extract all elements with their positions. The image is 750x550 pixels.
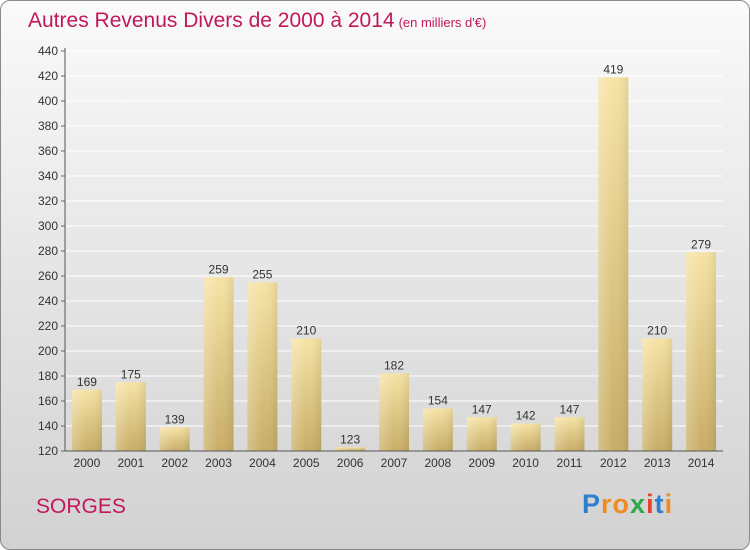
chart-title: Autres Revenus Divers de 2000 à 2014 (en … bbox=[28, 9, 486, 33]
logo-letter: o bbox=[612, 489, 631, 519]
logo-letter: i bbox=[664, 489, 674, 519]
y-tick-label: 200 bbox=[38, 344, 58, 358]
x-tick-label: 2013 bbox=[644, 456, 671, 470]
x-tick-label: 2000 bbox=[74, 456, 101, 470]
bar-shade bbox=[247, 282, 278, 451]
y-tick-label: 120 bbox=[38, 444, 58, 458]
data-label: 139 bbox=[165, 412, 185, 426]
logo-letter: i bbox=[646, 489, 655, 519]
y-tick-label: 140 bbox=[38, 419, 58, 433]
y-tick-label: 160 bbox=[38, 394, 58, 408]
y-tick-label: 380 bbox=[38, 119, 58, 133]
x-tick-label: 2006 bbox=[337, 456, 364, 470]
y-tick-label: 180 bbox=[38, 369, 58, 383]
data-label: 147 bbox=[559, 402, 579, 416]
data-label: 142 bbox=[516, 409, 536, 423]
bar-shade bbox=[554, 417, 585, 451]
y-tick-label: 240 bbox=[38, 294, 58, 308]
x-tick-label: 2003 bbox=[205, 456, 232, 470]
bar-shade bbox=[203, 277, 234, 451]
data-label: 169 bbox=[77, 375, 97, 389]
data-label: 210 bbox=[296, 324, 316, 338]
y-tick-label: 300 bbox=[38, 219, 58, 233]
x-tick-label: 2008 bbox=[425, 456, 452, 470]
chart-subtitle: (en milliers d'€) bbox=[398, 15, 487, 30]
logo-letter: P bbox=[582, 489, 602, 519]
data-label: 182 bbox=[384, 359, 404, 373]
chart-title-text: Autres Revenus Divers de 2000 à 2014 bbox=[28, 9, 395, 32]
data-label: 147 bbox=[472, 402, 492, 416]
proxiti-logo: Proxiti bbox=[582, 489, 673, 520]
y-tick-label: 400 bbox=[38, 94, 58, 108]
bar-shade bbox=[335, 447, 366, 451]
x-tick-label: 2002 bbox=[161, 456, 188, 470]
data-label: 419 bbox=[603, 62, 623, 76]
bar-shade bbox=[291, 338, 322, 451]
x-tick-label: 2001 bbox=[117, 456, 144, 470]
data-label: 259 bbox=[209, 262, 229, 276]
bar-shade bbox=[466, 417, 497, 451]
bars: 169 175 139 259 255 210 123 182 154 147 142 147 419 2… bbox=[71, 62, 717, 451]
x-tick-label: 2010 bbox=[512, 456, 539, 470]
data-label: 255 bbox=[252, 267, 272, 281]
bar-shade bbox=[686, 252, 717, 451]
data-label: 123 bbox=[340, 432, 360, 446]
bar-shade bbox=[642, 338, 673, 451]
x-tick-label: 2009 bbox=[468, 456, 495, 470]
y-tick-label: 320 bbox=[38, 194, 58, 208]
x-tick-label: 2014 bbox=[688, 456, 715, 470]
y-tick-label: 420 bbox=[38, 69, 58, 83]
y-tick-label: 340 bbox=[38, 169, 58, 183]
logo-letter: r bbox=[601, 489, 613, 519]
bar-shade bbox=[510, 423, 541, 451]
logo-letter: x bbox=[630, 489, 647, 519]
bar-shade bbox=[159, 427, 190, 451]
y-tick-label: 360 bbox=[38, 144, 58, 158]
x-tick-label: 2007 bbox=[381, 456, 408, 470]
commune-name: SORGES bbox=[36, 495, 126, 518]
bar-shade bbox=[598, 77, 629, 451]
data-label: 175 bbox=[121, 367, 141, 381]
axes: 120 140 160 180 200 220 240 260 280 300 320 340 360 3… bbox=[38, 44, 723, 470]
bar-shade bbox=[379, 373, 409, 451]
x-tick-label: 2005 bbox=[293, 456, 320, 470]
bar-shade bbox=[71, 389, 102, 451]
data-label: 154 bbox=[428, 394, 448, 408]
bar-shade bbox=[422, 408, 453, 451]
y-tick-label: 280 bbox=[38, 244, 58, 258]
logo-letter: t bbox=[654, 489, 665, 519]
y-tick-label: 220 bbox=[38, 319, 58, 333]
x-tick-label: 2004 bbox=[249, 456, 276, 470]
y-tick-label: 260 bbox=[38, 269, 58, 283]
y-tick-label: 440 bbox=[38, 44, 58, 58]
data-label: 210 bbox=[647, 324, 667, 338]
bar-shade bbox=[115, 382, 146, 451]
x-tick-label: 2012 bbox=[600, 456, 627, 470]
x-tick-label: 2011 bbox=[557, 456, 583, 470]
data-label: 279 bbox=[691, 237, 711, 251]
